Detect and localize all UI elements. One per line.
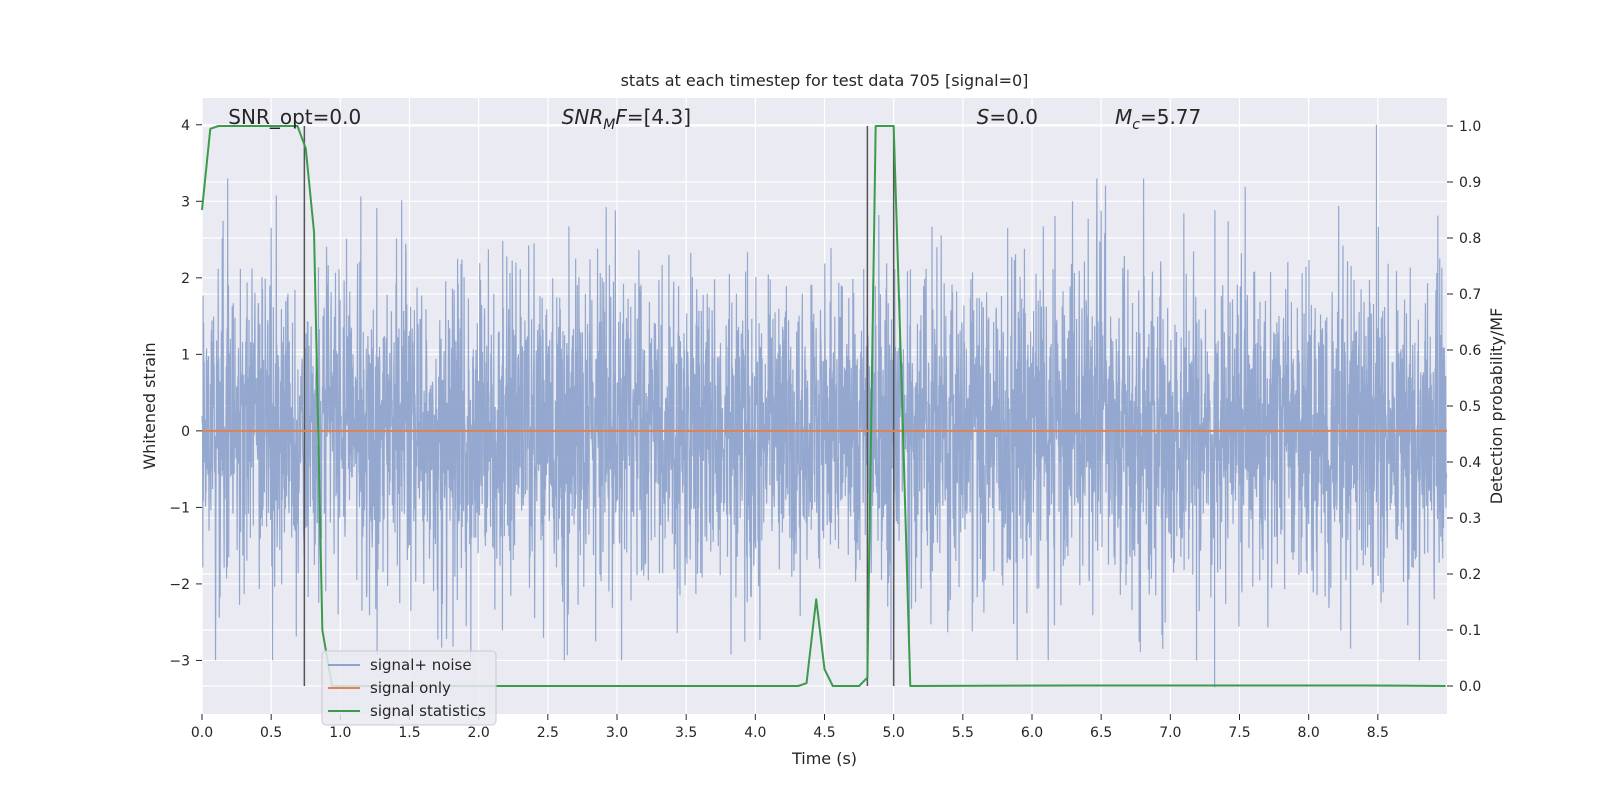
noise-trace xyxy=(201,124,1448,688)
line-series xyxy=(201,125,1447,687)
y-tick-label-left: 4 xyxy=(181,118,190,134)
legend-label: signal only xyxy=(370,679,451,697)
x-tick-label: 4.5 xyxy=(813,725,835,741)
y-tick-label-left: 0 xyxy=(181,424,190,440)
x-tick-label: 1.5 xyxy=(398,725,420,741)
y-axis-label-right: Detection probability/MF xyxy=(1487,308,1506,505)
y-tick-label-right: 0.9 xyxy=(1459,175,1481,191)
y-tick-label-right: 1.0 xyxy=(1459,119,1481,135)
y-tick-label-left: −3 xyxy=(169,653,190,669)
y-tick-label-left: 1 xyxy=(181,347,190,363)
x-tick-label: 0.5 xyxy=(260,725,282,741)
x-tick-label: 1.0 xyxy=(329,725,351,741)
y-tick-label-right: 0.2 xyxy=(1459,567,1481,583)
y-tick-label-right: 0.8 xyxy=(1459,231,1481,247)
x-axis-label: Time (s) xyxy=(791,749,857,768)
x-tick-label: 8.0 xyxy=(1298,725,1320,741)
x-tick-label: 6.0 xyxy=(1021,725,1043,741)
annotation-3: Mc=5.77 xyxy=(1115,105,1201,133)
y-tick-label-left: −1 xyxy=(169,500,190,516)
y-tick-label-right: 0.6 xyxy=(1459,343,1481,359)
y-axis-label-left: Whitened strain xyxy=(140,342,159,469)
annotations: SNR_opt=0.0 SNRMF=[4.3] S=0.0 Mc=5.77 xyxy=(228,105,1201,133)
legend-box xyxy=(321,650,497,726)
signal-plus-noise-series xyxy=(201,124,1448,688)
x-tick-label: 5.5 xyxy=(952,725,974,741)
annotation-0: SNR_opt=0.0 xyxy=(228,105,361,129)
legend-label: signal statistics xyxy=(370,702,486,720)
y-tick-label-right: 0.1 xyxy=(1459,623,1481,639)
legend-label: signal+ noise xyxy=(370,656,472,674)
annotation-1: SNRMF=[4.3] xyxy=(562,105,691,133)
y-tick-label-right: 0.7 xyxy=(1459,287,1481,303)
y-tick-label-right: 0.3 xyxy=(1459,511,1481,527)
x-tick-label: 0.0 xyxy=(191,725,213,741)
y-tick-label-left: 2 xyxy=(181,271,190,287)
y-tick-label-left: −2 xyxy=(169,577,190,593)
x-tick-label: 7.0 xyxy=(1159,725,1181,741)
x-tick-label: 8.5 xyxy=(1367,725,1389,741)
x-tick-label: 6.5 xyxy=(1090,725,1112,741)
x-tick-label: 5.0 xyxy=(883,725,905,741)
x-tick-label: 4.0 xyxy=(744,725,766,741)
y-tick-label-right: 0.0 xyxy=(1459,679,1481,695)
x-tick-label: 3.5 xyxy=(675,725,697,741)
x-tick-label: 2.5 xyxy=(537,725,559,741)
x-tick-label: 2.0 xyxy=(468,725,490,741)
vertical-markers xyxy=(303,126,895,686)
x-tick-label: 7.5 xyxy=(1228,725,1250,741)
legend: signal+ noise signal only signal statistic… xyxy=(321,650,497,726)
annotation-2: S=0.0 xyxy=(977,105,1038,129)
y-tick-label-right: 0.5 xyxy=(1459,399,1481,415)
y-tick-label-left: 3 xyxy=(181,194,190,210)
axes: 0.0 0.5 1.0 1.5 2.0 2.5 3.0 3.5 4.0 4.5 5.0 5.5 6.0 6… xyxy=(169,118,1481,741)
x-tick-label: 3.0 xyxy=(606,725,628,741)
signal-statistics-line xyxy=(201,125,1446,687)
chart-title: stats at each timestep for test data 705… xyxy=(621,71,1029,90)
y-tick-label-right: 0.4 xyxy=(1459,455,1481,471)
